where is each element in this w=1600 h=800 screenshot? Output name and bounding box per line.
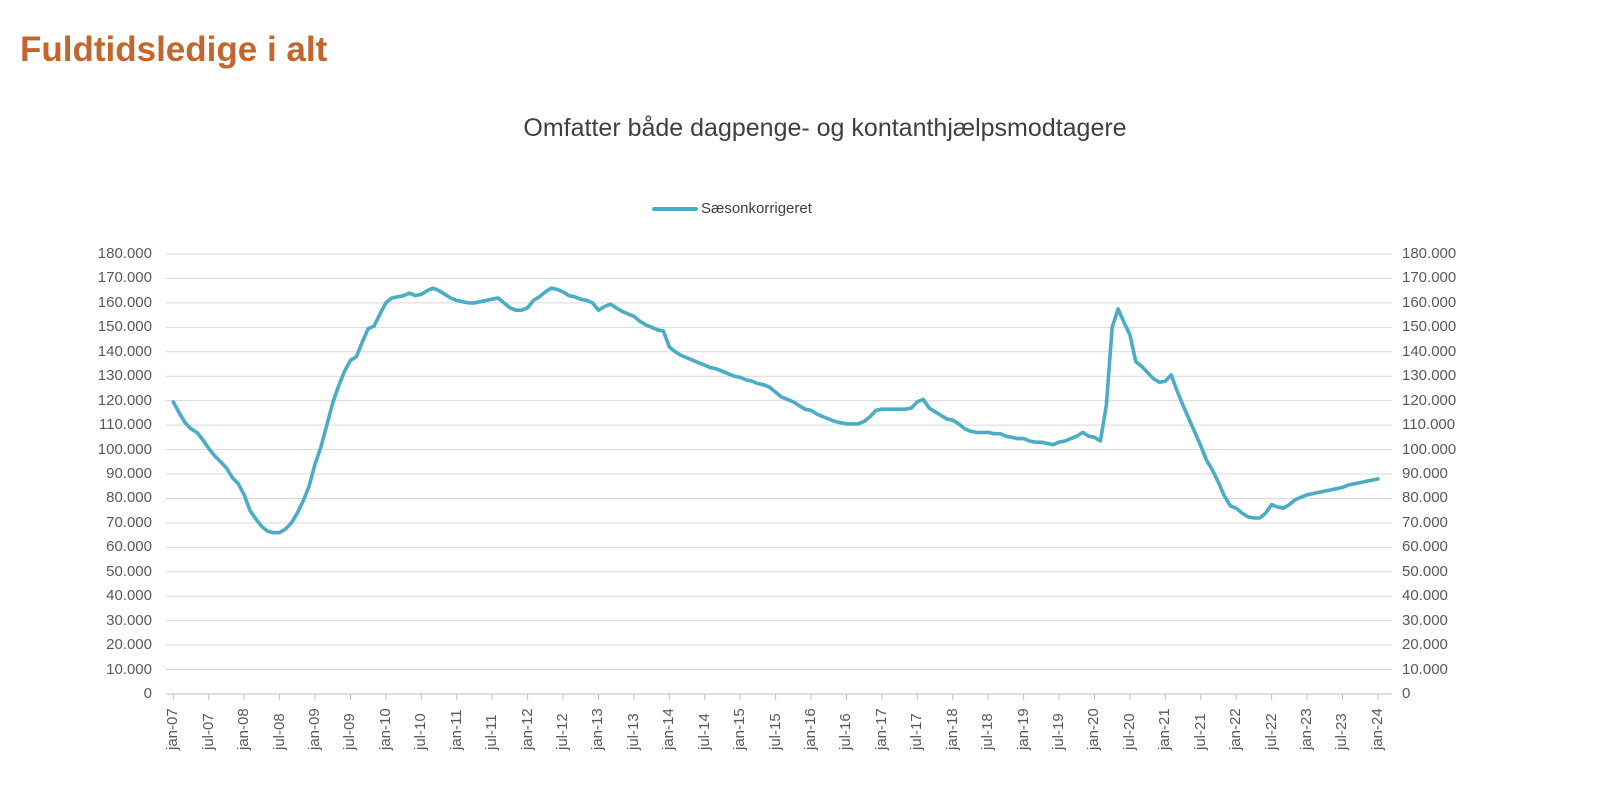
x-axis-label: jul-18 [979,713,997,750]
y-axis-label-left: 10.000 [106,660,152,678]
x-axis-label: jul-10 [412,713,430,750]
y-axis-label-right: 10.000 [1402,660,1448,678]
y-axis-label-right: 130.000 [1402,367,1457,385]
y-axis-label-left: 80.000 [106,489,152,507]
x-axis-label: jul-20 [1120,713,1138,750]
x-axis-label: jan-10 [376,708,394,750]
x-axis-label: jul-22 [1262,713,1280,750]
x-axis-label: jan-17 [872,708,890,750]
chart-title: Omfatter både dagpenge- og kontanthjælps… [523,114,1127,142]
x-axis-label: jul-15 [766,713,784,750]
y-axis-label-left: 70.000 [106,513,152,531]
y-axis-label-right: 150.000 [1402,318,1457,336]
y-axis-label-right: 170.000 [1402,269,1457,287]
y-axis-label-left: 110.000 [98,416,152,434]
x-axis-label: jul-07 [199,713,217,750]
y-axis-label-left: 140.000 [97,342,152,360]
y-axis-label-left: 150.000 [97,318,152,336]
y-axis-label-right: 120.000 [1402,391,1457,409]
y-axis-label-left: 0 [143,685,152,702]
x-axis-label: jan-22 [1227,708,1245,750]
y-axis-label-left: 40.000 [106,587,152,605]
axis-ticks [172,694,1379,700]
plot-svg [166,253,1392,700]
y-axis-label-right: 60.000 [1402,538,1448,556]
x-axis-label: jul-13 [624,713,642,750]
y-axis-label-left: 160.000 [97,293,152,311]
x-axis-label: jul-21 [1191,713,1209,750]
y-axis-label-left: 60.000 [106,538,152,556]
x-axis-label: jan-09 [306,708,324,750]
y-axis-label-left: 90.000 [106,465,152,482]
x-axis-label: jan-14 [660,708,678,750]
x-axis-label: jan-07 [164,708,182,750]
y-axis-label-right: 160.000 [1402,293,1457,311]
x-axis-label: jan-21 [1156,708,1174,750]
y-axis-label-right: 30.000 [1402,611,1448,629]
y-axis-label-left: 130.000 [97,367,152,385]
legend: Sæsonkorrigeret [652,200,812,217]
x-axis-label: jan-15 [731,708,749,750]
x-axis-label: jan-20 [1085,708,1103,750]
y-axis-label-right: 20.000 [1402,636,1448,654]
y-axis-label-right: 80.000 [1402,489,1448,507]
x-axis-label: jul-17 [908,713,926,750]
page-title: Fuldtidsledige i alt [20,30,328,69]
x-axis-label: jul-09 [341,713,359,750]
y-axis-label-right: 140.000 [1402,342,1457,360]
x-axis-label: jan-19 [1014,708,1032,750]
y-axis-label-left: 170.000 [97,269,152,287]
y-axis-label-right: 90.000 [1402,465,1448,482]
x-axis-label: jul-14 [695,713,713,750]
legend-label: Sæsonkorrigeret [701,200,812,217]
x-axis-label: jan-24 [1368,708,1386,750]
x-axis-label: jan-23 [1298,708,1316,750]
y-axis-label-left: 50.000 [106,562,152,580]
x-axis-label: jul-11 [483,714,501,750]
x-axis-label: jan-12 [518,708,536,750]
y-axis-label-left: 20.000 [106,636,152,654]
series-line-saesonkorrigeret [171,286,1380,535]
y-axis-label-right: 70.000 [1402,513,1448,531]
y-axis-label-right: 40.000 [1402,587,1448,605]
x-axis-label: jan-13 [589,708,607,750]
y-axis-label-right: 180.000 [1402,245,1457,262]
x-axis-label: jan-11 [447,709,465,750]
x-axis-label: jul-19 [1050,713,1068,750]
y-axis-label-right: 50.000 [1402,562,1448,580]
x-axis-label: jul-08 [270,713,288,750]
x-axis-label: jan-16 [802,708,820,750]
y-axis-label-left: 180.000 [97,245,152,262]
y-axis-label-left: 120.000 [97,391,152,409]
y-axis-label-right: 110.000 [1402,416,1456,434]
y-axis-label-left: 100.000 [97,440,152,458]
legend-line-swatch-icon [652,206,698,211]
y-axis-label-right: 0 [1402,685,1411,702]
y-axis-label-right: 100.000 [1402,440,1457,458]
x-axis-label: jul-12 [554,713,572,750]
y-axis-label-left: 30.000 [106,611,152,629]
x-axis-label: jul-23 [1333,713,1351,750]
x-axis-label: jan-18 [943,708,961,750]
gridlines [166,253,1392,695]
x-axis-label: jul-16 [837,713,855,750]
x-axis-label: jan-08 [235,708,253,750]
